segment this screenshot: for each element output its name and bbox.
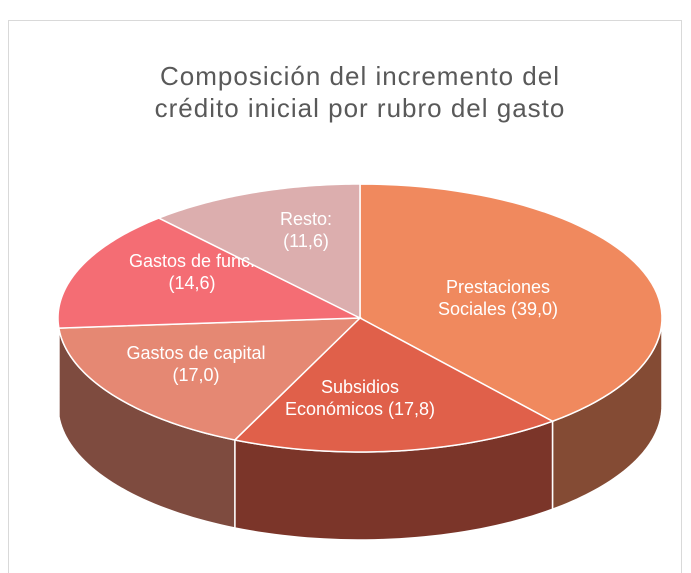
category-label: Gastos de capital: [126, 343, 266, 363]
value-label: (39,0): [511, 299, 559, 319]
slice: [233, 317, 555, 453]
slice: [57, 317, 362, 441]
category-label: Gastos de func.: [128, 251, 256, 271]
category-label: Prestaciones Sociales: [437, 277, 551, 319]
slice-side: [57, 317, 60, 417]
chart-title: Composición del incremento del crédito i…: [154, 61, 566, 123]
slice: [157, 183, 361, 320]
category-label: Subsidios Económicos: [284, 377, 400, 419]
value-label: (17,0): [172, 365, 220, 385]
slice: [57, 217, 361, 329]
data-label: Subsidios Económicos (17,8): [275, 376, 445, 420]
category-label: Resto:: [279, 209, 333, 229]
data-label: Gastos de capital (17,0): [126, 342, 266, 386]
value-label: (11,6): [283, 231, 329, 251]
data-label: Gastos de func. (14,6): [117, 250, 267, 294]
chart-frame: [8, 20, 682, 573]
data-label: Resto: (11,6): [261, 208, 351, 252]
data-label: Prestaciones Sociales (39,0): [413, 276, 583, 320]
value-label: (14,6): [168, 273, 216, 293]
value-label: (17,8): [388, 399, 436, 419]
slice: [359, 183, 663, 423]
